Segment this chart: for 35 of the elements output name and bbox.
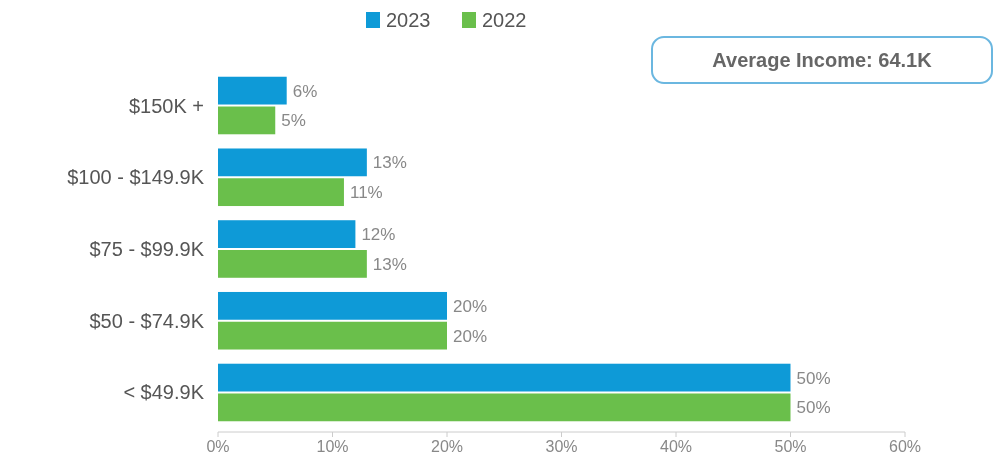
bar (218, 291, 447, 320)
bar (218, 178, 344, 207)
bar (218, 250, 367, 278)
bar (218, 220, 356, 248)
y-tick-label: $100 - $149.9K (67, 166, 205, 189)
annotation: Average Income: 64.1K (712, 49, 933, 71)
y-tick-label: < $49.9K (123, 381, 205, 404)
x-tick-label: 40% (659, 438, 693, 455)
bar (218, 363, 791, 392)
y-tick-label: $75 - $99.9K (89, 238, 205, 260)
data-label: 20% (453, 326, 488, 346)
legend-label: 2022 (482, 9, 527, 31)
x-tick-label: 0% (206, 438, 230, 455)
bar (218, 321, 447, 350)
data-label: 20% (453, 296, 488, 316)
data-label: 50% (796, 398, 831, 418)
x-tick-label: 20% (430, 438, 464, 455)
bar (218, 76, 287, 105)
x-tick-label: 10% (316, 438, 349, 455)
bar (218, 106, 276, 135)
x-tick-label: 60% (888, 438, 922, 455)
legend-label: 2023 (386, 9, 431, 31)
y-tick-label: $150K + (128, 94, 204, 117)
data-label: 50% (796, 368, 831, 388)
data-label: 5% (281, 111, 306, 131)
x-tick-label: 50% (774, 438, 807, 455)
data-label: 13% (372, 254, 407, 274)
bar (218, 393, 791, 422)
bar (218, 148, 367, 177)
x-tick-label: 30% (545, 438, 578, 455)
data-label: 11% (349, 183, 383, 203)
data-label: 12% (361, 225, 396, 245)
data-label: 6% (292, 81, 318, 101)
y-tick-label: $50 - $74.9K (89, 309, 205, 332)
data-label: 13% (372, 153, 407, 173)
